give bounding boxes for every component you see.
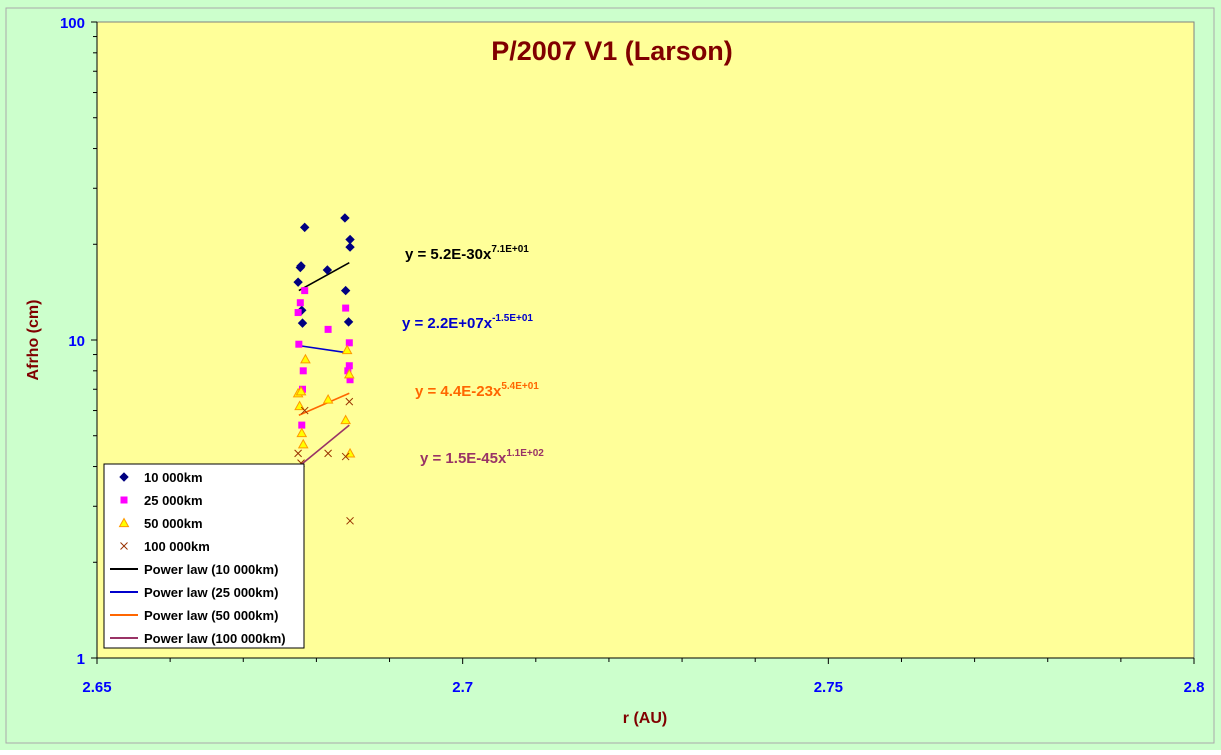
data-point-series-1 bbox=[340, 213, 350, 223]
data-point-series-4 bbox=[341, 452, 350, 461]
trendline-equations: y = 5.2E-30x7.1E+01 y = 2.2E+07x-1.5E+01 y… bbox=[402, 244, 544, 467]
y-tick-label: 100 bbox=[60, 15, 85, 32]
legend: 10 000km 25 000km 50 000km 100 000km Power l… bbox=[103, 463, 305, 649]
y-tick-label: 10 bbox=[68, 333, 85, 350]
chart-title: P/2007 V1 (Larson) bbox=[491, 36, 733, 66]
data-point-series-1 bbox=[299, 222, 310, 233]
data-points bbox=[292, 213, 356, 525]
x-tick-label: 2.7 bbox=[452, 679, 473, 696]
x-axis-label: r (AU) bbox=[623, 710, 667, 727]
data-point-series-2 bbox=[296, 299, 304, 307]
legend-label: 50 000km bbox=[144, 516, 203, 531]
data-point-series-1 bbox=[322, 265, 333, 275]
data-point-series-2 bbox=[345, 362, 353, 370]
data-point-series-3 bbox=[295, 385, 307, 396]
data-point-series-2 bbox=[342, 304, 350, 312]
data-point-series-2 bbox=[346, 376, 354, 384]
data-point-series-2 bbox=[295, 340, 303, 348]
legend-label: Power law (50 000km) bbox=[144, 608, 278, 623]
data-point-series-3 bbox=[297, 438, 309, 449]
trendline-2 bbox=[298, 344, 350, 354]
data-point-series-1 bbox=[296, 261, 306, 271]
trendline-3 bbox=[298, 392, 350, 416]
data-point-series-1 bbox=[297, 318, 308, 328]
legend-marker bbox=[118, 517, 130, 528]
data-point-series-3 bbox=[300, 353, 311, 364]
data-point-series-4 bbox=[324, 449, 332, 458]
x-tick-label: 2.75 bbox=[814, 679, 843, 696]
legend-box bbox=[103, 463, 305, 649]
data-point-series-4 bbox=[346, 516, 354, 525]
data-point-series-3 bbox=[296, 427, 308, 438]
data-point-series-1 bbox=[293, 277, 303, 287]
data-point-series-3 bbox=[343, 368, 355, 379]
x-tick-label: 2.65 bbox=[82, 679, 111, 696]
legend-label: 25 000km bbox=[144, 493, 203, 508]
legend-marker bbox=[120, 542, 128, 550]
data-point-series-2 bbox=[298, 421, 306, 429]
data-point-series-4 bbox=[300, 406, 309, 415]
data-point-series-4 bbox=[294, 449, 302, 458]
legend-label: Power law (10 000km) bbox=[144, 562, 278, 577]
data-point-series-3 bbox=[322, 393, 334, 404]
data-point-series-2 bbox=[299, 367, 307, 375]
trendline-1 bbox=[298, 262, 350, 292]
data-point-series-1 bbox=[340, 285, 351, 296]
legend-label: Power law (25 000km) bbox=[144, 585, 278, 600]
trendline-equation-2: y = 2.2E+07x-1.5E+01 bbox=[402, 313, 533, 332]
data-point-series-2 bbox=[301, 287, 309, 295]
data-point-series-2 bbox=[345, 339, 353, 347]
legend-label: 10 000km bbox=[144, 470, 203, 485]
legend-label: Power law (100 000km) bbox=[144, 631, 286, 646]
y-axis-label: Afrho (cm) bbox=[25, 300, 42, 381]
axes: 2.65 2.7 2.75 2.8 1 10 100 bbox=[60, 15, 1204, 696]
trendline-4 bbox=[298, 424, 350, 468]
chart-frame bbox=[5, 7, 1215, 744]
y-tick-label: 1 bbox=[77, 651, 85, 668]
legend-label: 100 000km bbox=[144, 539, 210, 554]
data-point-series-2 bbox=[294, 309, 302, 317]
legend-marker bbox=[119, 472, 129, 482]
trendline-equation-3: y = 4.4E-23x5.4E+01 bbox=[415, 381, 539, 400]
data-point-series-2 bbox=[344, 367, 352, 375]
data-point-series-4 bbox=[345, 397, 354, 406]
data-point-series-2 bbox=[324, 325, 332, 333]
trendline-equation-4: y = 1.5E-45x1.1E+02 bbox=[420, 448, 544, 467]
data-point-series-1 bbox=[345, 242, 355, 252]
trendline-equation-1: y = 5.2E-30x7.1E+01 bbox=[405, 244, 529, 263]
data-point-series-3 bbox=[340, 414, 352, 425]
trendlines bbox=[298, 262, 350, 468]
data-point-series-3 bbox=[341, 344, 353, 355]
data-point-series-1 bbox=[343, 317, 354, 327]
legend-marker bbox=[120, 496, 128, 504]
x-tick-label: 2.8 bbox=[1184, 679, 1205, 696]
